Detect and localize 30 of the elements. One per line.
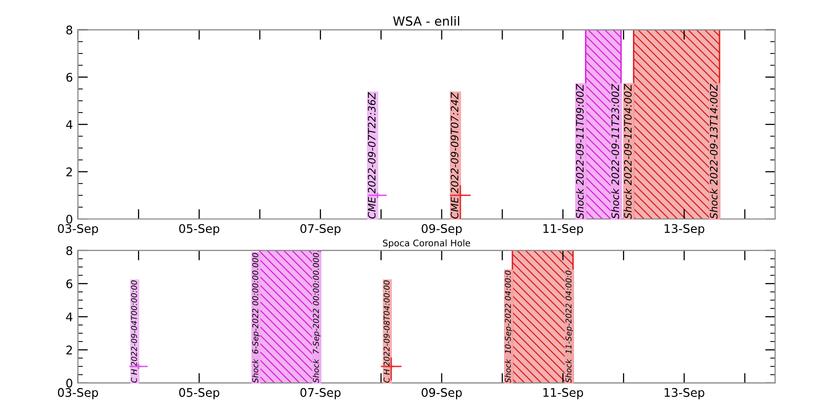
- x-tick-label: 11-Sep: [543, 224, 584, 236]
- y-tick-label: 6: [66, 72, 72, 82]
- ref-line-label: Shock 2022-09-12T04:00Z: [624, 84, 632, 219]
- x-tick-label: 11-Sep: [543, 388, 584, 400]
- x-tick-label: 07-Sep: [300, 224, 341, 236]
- ref-line-label: Shock 2022-09-11T23:00Z: [611, 84, 620, 219]
- y-tick-label: 2: [66, 346, 72, 354]
- x-tick-label: 09-Sep: [422, 224, 462, 236]
- x-tick-label: 13-Sep: [664, 224, 704, 236]
- y-tick-label: 6: [66, 279, 72, 288]
- y-tick-label: 4: [66, 312, 72, 322]
- ref-line-label: Shock 2022-09-13T14:00Z: [710, 84, 718, 219]
- y-tick-label: 0: [66, 214, 72, 224]
- y-tick-label: 0: [66, 378, 72, 388]
- x-tick-label: 03-Sep: [58, 224, 98, 236]
- x-tick-label: 07-Sep: [300, 388, 341, 400]
- text: CME 2022-09-09T07:24Z: [450, 92, 458, 219]
- x-tick-label: 05-Sep: [179, 388, 220, 400]
- y-tick-label: 8: [66, 26, 72, 34]
- text: CME 2022-09-07T22:36Z: [368, 92, 376, 219]
- y-tick-label: 8: [66, 246, 72, 256]
- x-tick-label: 13-Sep: [664, 388, 704, 400]
- chart-title: WSA - enlil: [393, 16, 460, 26]
- y-tick-label: 2: [66, 167, 72, 176]
- chart-title: Spoca Coronal Hole: [383, 239, 470, 248]
- x-tick-label: 03-Sep: [58, 388, 98, 400]
- y-tick-label: 4: [66, 120, 72, 129]
- ref-line-label: Shock 2022-09-11T09:00Z: [576, 84, 584, 219]
- x-tick-label: 09-Sep: [422, 388, 462, 400]
- x-tick-label: 05-Sep: [179, 224, 220, 236]
